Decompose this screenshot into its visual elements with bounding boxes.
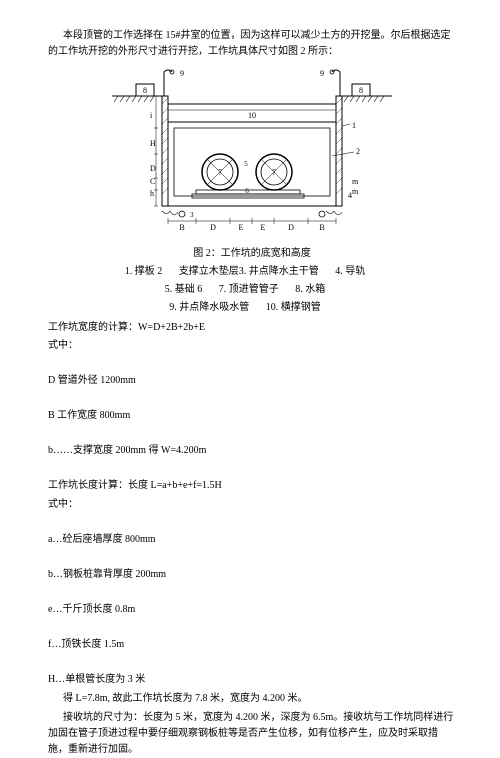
legend-5-6: 5. 基础 6 (165, 282, 203, 298)
svg-text:5: 5 (244, 160, 248, 168)
f-line: f…顶铁长度 1.5m (48, 637, 456, 653)
svg-text:B: B (179, 223, 184, 232)
legend-2-3: 支撑立木垫层3. 井点降水主干管 (179, 264, 319, 280)
width-formula: 工作坑宽度的计算：W=D+2B+2b+E (48, 320, 456, 336)
legend-8: 8. 水箱 (295, 282, 325, 298)
svg-text:10: 10 (248, 111, 256, 120)
svg-text:6: 6 (245, 187, 249, 195)
D-line: D 管道外径 1200mm (48, 373, 456, 389)
svg-text:2: 2 (356, 147, 360, 156)
diagram-container: 10 8 8 9 9 7 7 5 6 3 1 2 (48, 66, 456, 242)
figure-caption: 图 2：工作坑的底宽和高度 (48, 246, 456, 262)
B-line: B 工作宽度 800mm (48, 408, 456, 424)
svg-text:m: m (352, 187, 359, 196)
H-line: H…单根管长度为 3 米 (48, 672, 456, 688)
legend-row-3: 9. 井点降水吸水管 10. 横撑钢管 (48, 300, 456, 316)
svg-text:1: 1 (352, 121, 356, 130)
svg-text:9: 9 (320, 69, 324, 78)
svg-text:B: B (319, 223, 324, 232)
pit-diagram: 10 8 8 9 9 7 7 5 6 3 1 2 (112, 66, 392, 236)
result-line: 得 L=7.8m, 故此工作坑长度为 7.8 米，宽度为 4.200 米。 (48, 691, 456, 707)
intro-text: 本段顶管的工作选择在 15#井室的位置，因为这样可以减少土方的开挖量。尔后根据选… (48, 28, 456, 60)
legend-10: 10. 横撑钢管 (266, 300, 321, 316)
legend-4: 4. 导轨 (335, 264, 365, 280)
svg-text:8: 8 (359, 86, 363, 95)
svg-text:C: C (150, 177, 155, 186)
svg-text:H: H (150, 139, 156, 148)
svg-text:E: E (239, 223, 244, 232)
svg-text:7: 7 (218, 168, 222, 177)
svg-text:D: D (210, 223, 216, 232)
svg-text:m: m (352, 177, 359, 186)
legend-7: 7. 顶进管管子 (219, 282, 279, 298)
length-formula: 工作坑长度计算：长度 L=a+b+e+f=1.5H (48, 478, 456, 494)
e-line: e…千斤顶长度 0.8m (48, 602, 456, 618)
svg-text:8: 8 (143, 86, 147, 95)
svg-text:D: D (288, 223, 294, 232)
b2-line: b…钢板桩靠背厚度 200mm (48, 567, 456, 583)
where-2: 式中： (48, 497, 456, 513)
legend-1: 1. 撑板 2 (125, 264, 163, 280)
svg-text:D: D (150, 164, 156, 173)
svg-text:E: E (261, 223, 266, 232)
where-1: 式中： (48, 338, 456, 354)
svg-text:3: 3 (190, 211, 194, 219)
b-line: b……支撑宽度 200mm 得 W=4.200m (48, 443, 456, 459)
conclusion: 接收坑的尺寸为：长度为 5 米，宽度为 4.200 米，深度为 6.5m。接收坑… (48, 710, 456, 758)
svg-text:h: h (150, 189, 154, 198)
legend-9: 9. 井点降水吸水管 (169, 300, 249, 316)
legend-row-1: 1. 撑板 2 支撑立木垫层3. 井点降水主干管 4. 导轨 (48, 264, 456, 280)
svg-text:7: 7 (272, 168, 276, 177)
legend-row-2: 5. 基础 6 7. 顶进管管子 8. 水箱 (48, 282, 456, 298)
svg-text:9: 9 (180, 69, 184, 78)
a-line: a…砼后座墙厚度 800mm (48, 532, 456, 548)
